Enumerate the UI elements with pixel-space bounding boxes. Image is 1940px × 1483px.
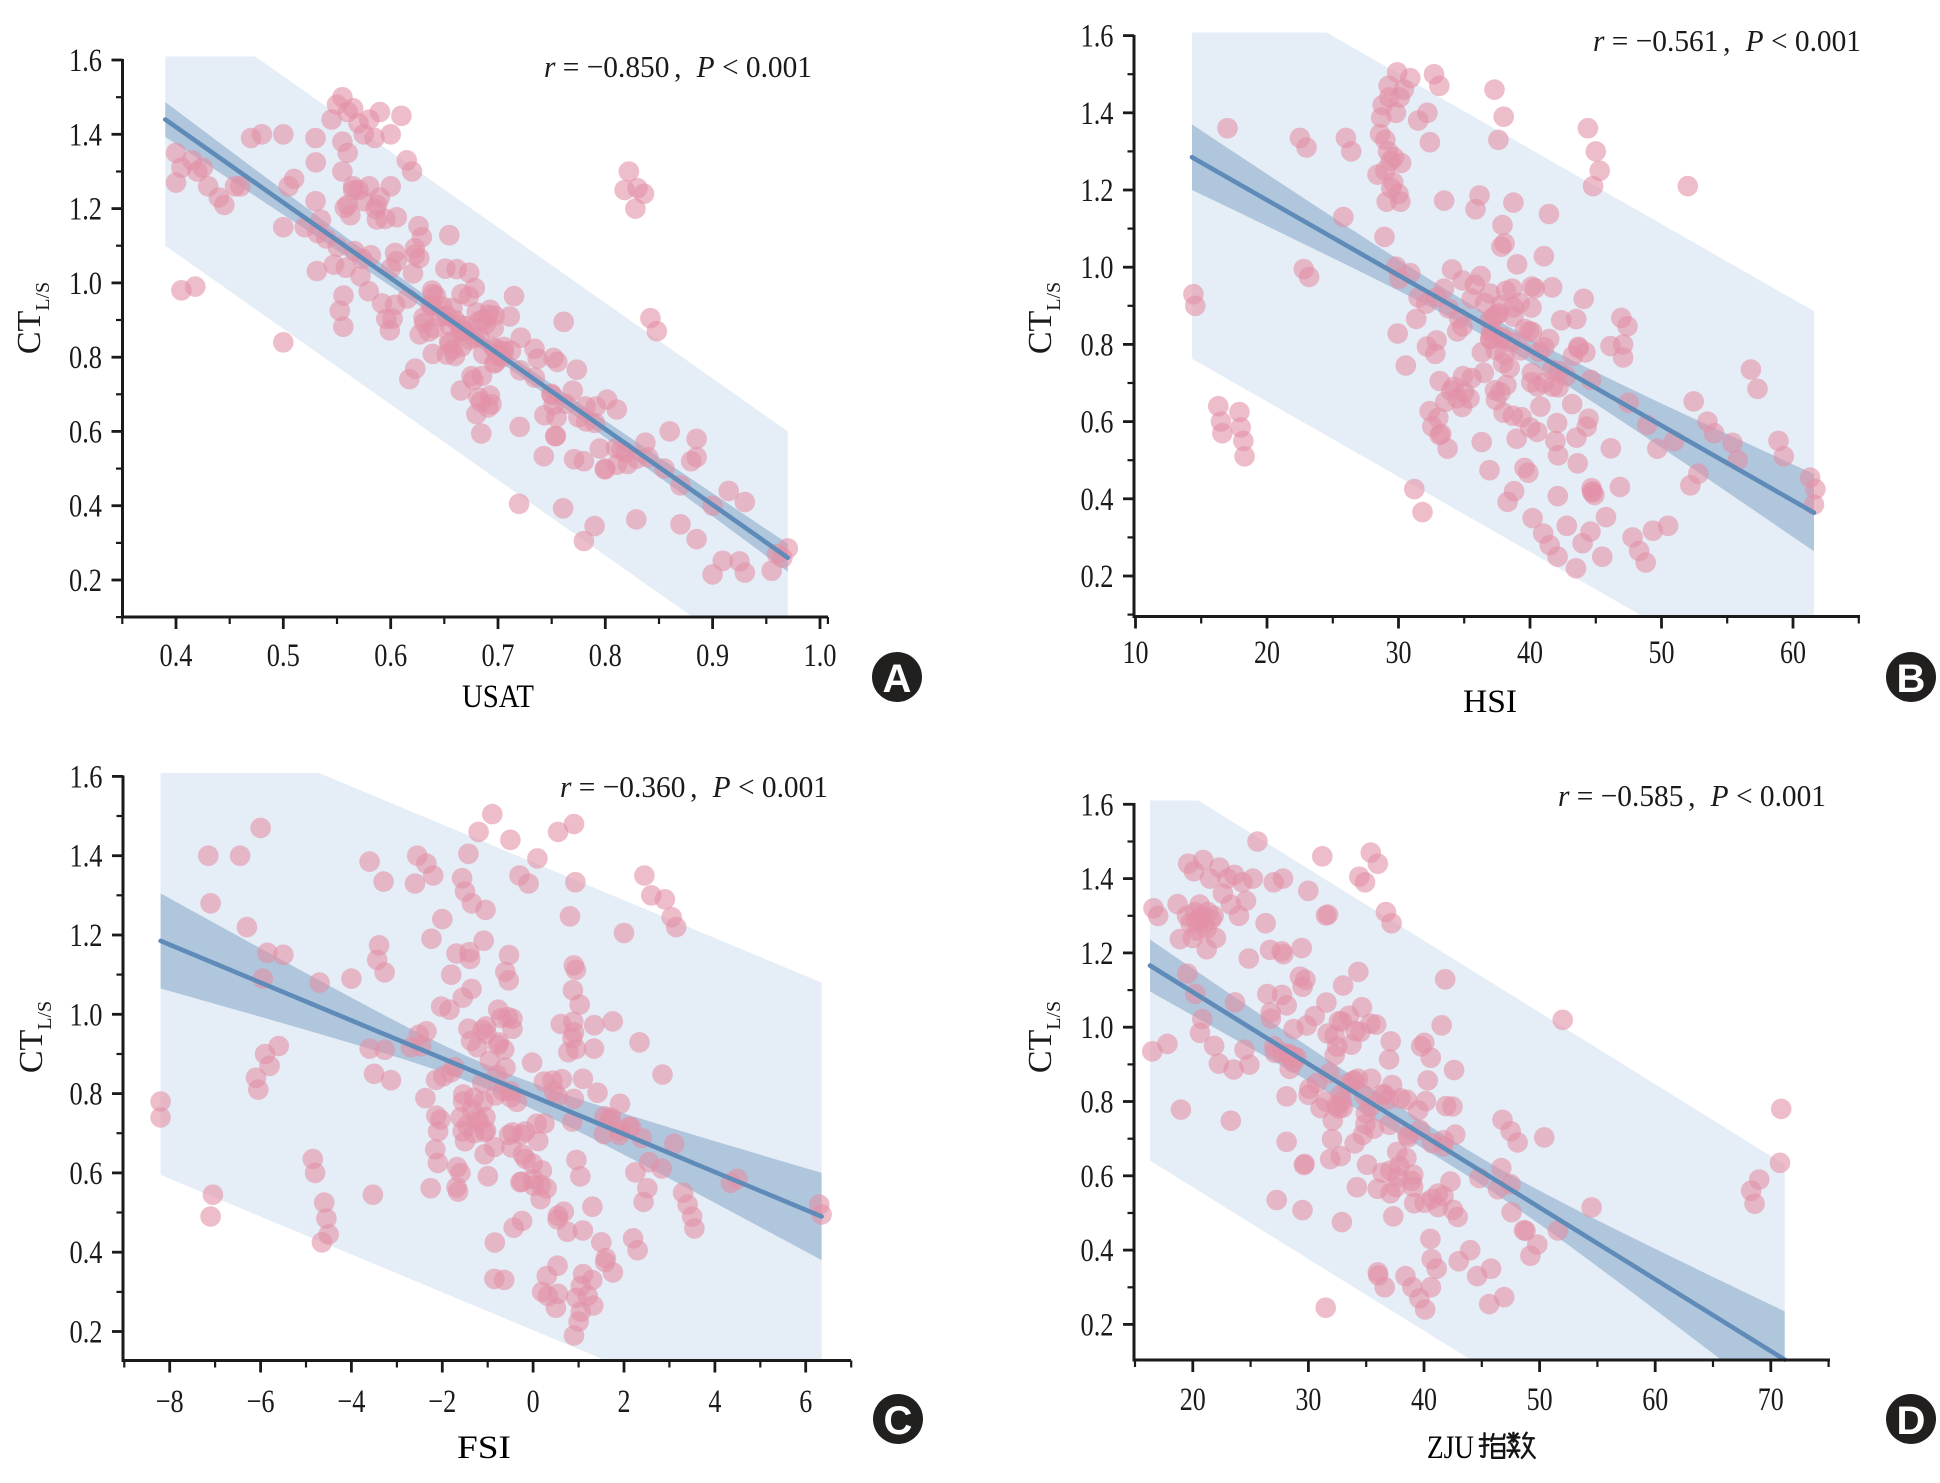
svg-text:r = −0.850,P < 0.001: r = −0.850, P < 0.001 — [544, 49, 812, 84]
svg-text:10: 10 — [1123, 635, 1149, 671]
svg-text:50: 50 — [1649, 635, 1675, 671]
svg-text:0.6: 0.6 — [374, 638, 407, 674]
svg-text:ZJU: ZJU — [1427, 1430, 1474, 1466]
svg-text:1.6: 1.6 — [1081, 19, 1114, 55]
svg-text:r = −0.585,P < 0.001: r = −0.585, P < 0.001 — [1558, 778, 1826, 813]
svg-text:0.8: 0.8 — [589, 638, 622, 674]
svg-text:6: 6 — [799, 1384, 812, 1420]
svg-text:0.4: 0.4 — [69, 489, 102, 525]
svg-text:1.4: 1.4 — [1081, 862, 1114, 898]
svg-text:0.2: 0.2 — [1081, 1307, 1114, 1343]
svg-text:0.9: 0.9 — [696, 638, 729, 674]
svg-text:A: A — [883, 657, 912, 701]
svg-text:−8: −8 — [156, 1384, 184, 1420]
svg-text:−2: −2 — [428, 1384, 456, 1420]
svg-text:1.0: 1.0 — [70, 997, 103, 1033]
svg-text:0.7: 0.7 — [482, 638, 515, 674]
svg-text:0.6: 0.6 — [1081, 405, 1114, 441]
svg-text:D: D — [1897, 1399, 1926, 1443]
svg-text:1.0: 1.0 — [1081, 250, 1114, 286]
svg-text:0.2: 0.2 — [70, 1315, 103, 1351]
svg-text:70: 70 — [1758, 1382, 1784, 1418]
svg-text:1.2: 1.2 — [1081, 173, 1114, 209]
svg-text:0.6: 0.6 — [69, 414, 102, 450]
svg-text:1.2: 1.2 — [69, 192, 102, 228]
svg-text:HSI: HSI — [1463, 684, 1517, 720]
svg-text:40: 40 — [1411, 1382, 1437, 1418]
svg-text:C: C — [884, 1399, 913, 1443]
svg-text:0: 0 — [527, 1384, 540, 1420]
svg-text:r = −0.561,P < 0.001: r = −0.561, P < 0.001 — [1593, 23, 1861, 58]
svg-text:1.0: 1.0 — [69, 266, 102, 302]
svg-text:r = −0.360,P < 0.001: r = −0.360, P < 0.001 — [560, 769, 828, 804]
svg-text:0.4: 0.4 — [1081, 1233, 1114, 1269]
svg-text:30: 30 — [1295, 1382, 1321, 1418]
svg-text:1.4: 1.4 — [69, 117, 102, 153]
svg-text:20: 20 — [1254, 635, 1280, 671]
svg-text:B: B — [1897, 657, 1926, 701]
svg-text:0.6: 0.6 — [70, 1156, 103, 1192]
svg-text:0.2: 0.2 — [69, 563, 102, 599]
svg-text:0.8: 0.8 — [70, 1077, 103, 1113]
svg-text:0.5: 0.5 — [267, 638, 300, 674]
svg-text:USAT: USAT — [462, 679, 534, 715]
svg-text:0.4: 0.4 — [160, 638, 193, 674]
svg-text:0.4: 0.4 — [1081, 482, 1114, 518]
svg-text:1.0: 1.0 — [804, 638, 837, 674]
svg-text:30: 30 — [1386, 635, 1412, 671]
svg-text:1.0: 1.0 — [1081, 1010, 1114, 1046]
svg-text:20: 20 — [1180, 1382, 1206, 1418]
svg-text:60: 60 — [1642, 1382, 1668, 1418]
svg-text:1.4: 1.4 — [70, 839, 103, 875]
svg-text:0.8: 0.8 — [69, 340, 102, 376]
svg-text:0.6: 0.6 — [1081, 1159, 1114, 1195]
svg-text:1.2: 1.2 — [70, 918, 103, 954]
svg-text:1.6: 1.6 — [1081, 787, 1114, 823]
svg-text:1.2: 1.2 — [1081, 936, 1114, 972]
svg-text:1.6: 1.6 — [70, 759, 103, 795]
svg-text:CTL/S: CTL/S — [1022, 1001, 1065, 1073]
svg-text:0.2: 0.2 — [1081, 559, 1114, 595]
svg-text:0.8: 0.8 — [1081, 1085, 1114, 1121]
svg-text:4: 4 — [708, 1384, 721, 1420]
svg-text:0.4: 0.4 — [70, 1235, 103, 1271]
svg-text:1.4: 1.4 — [1081, 96, 1114, 132]
svg-text:2: 2 — [618, 1384, 631, 1420]
svg-text:−4: −4 — [337, 1384, 365, 1420]
svg-text:1.6: 1.6 — [69, 43, 102, 79]
svg-text:50: 50 — [1527, 1382, 1553, 1418]
svg-text:60: 60 — [1780, 635, 1806, 671]
svg-text:40: 40 — [1517, 635, 1543, 671]
svg-text:0.8: 0.8 — [1081, 327, 1114, 363]
svg-text:FSI: FSI — [457, 1430, 511, 1466]
svg-text:−6: −6 — [247, 1384, 275, 1420]
